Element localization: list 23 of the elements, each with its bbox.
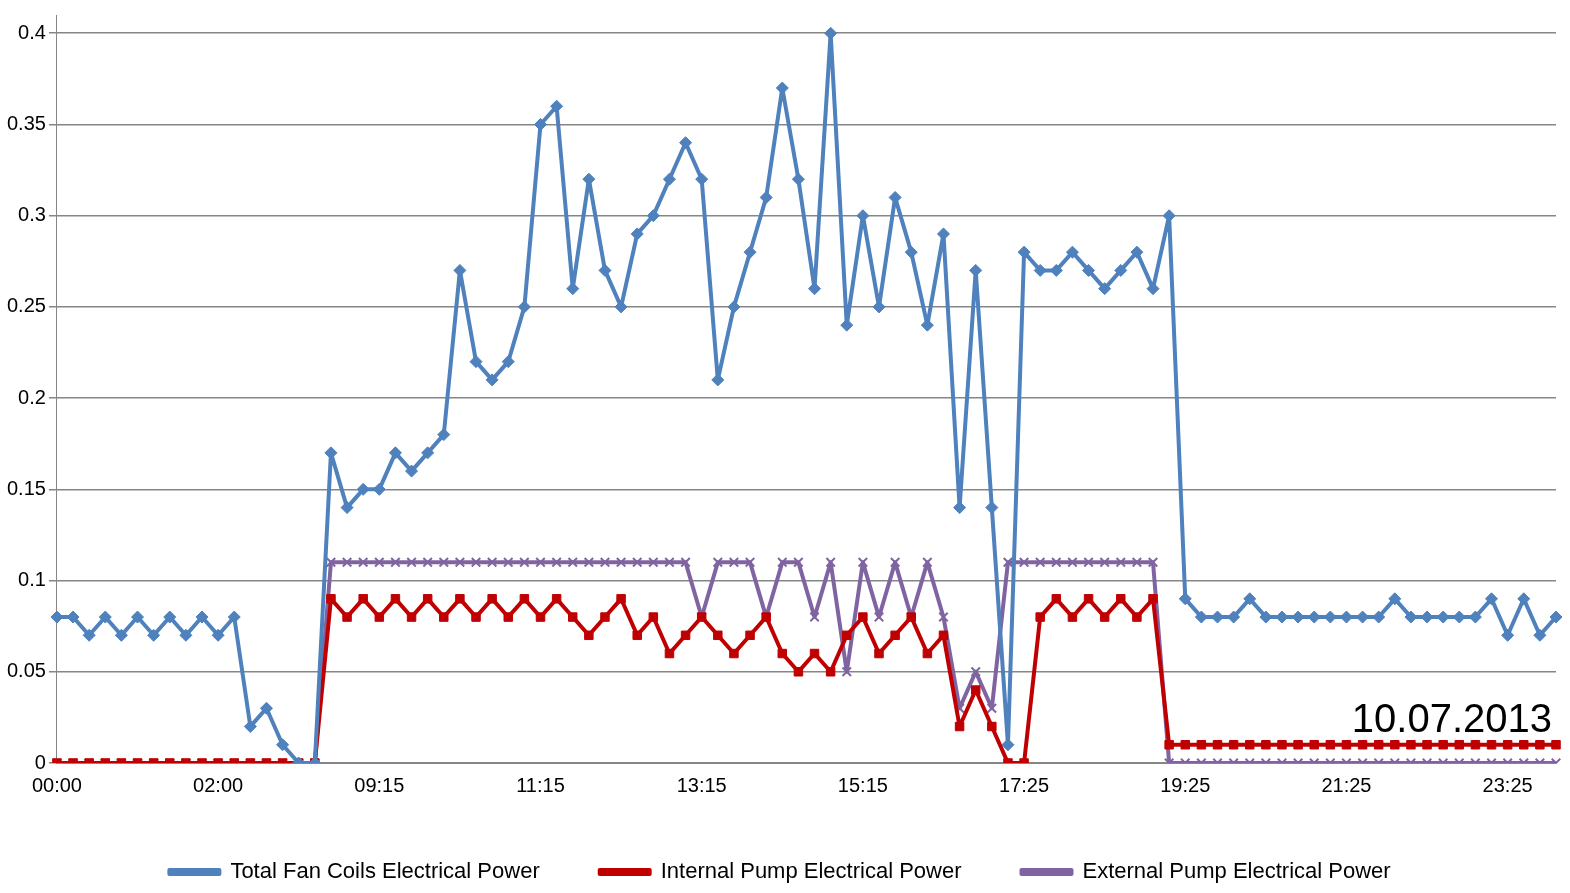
x-tick-label: 02:00	[193, 773, 244, 796]
legend-label: Total Fan Coils Electrical Power	[230, 858, 540, 884]
y-tick-label: 0.35	[6, 111, 46, 134]
x-tick-label: 15:15	[837, 773, 888, 796]
y-tick-label: 0.25	[6, 294, 46, 317]
y-tick-label: 0.05	[6, 659, 46, 682]
y-tick-label: 0.15	[6, 476, 46, 499]
x-tick-label: 00:00	[31, 773, 82, 796]
y-tick-label: 0.1	[18, 568, 46, 591]
y-tick-label: 0.3	[18, 203, 46, 226]
x-tick-label: 23:25	[1482, 773, 1533, 796]
y-tick-label: 0.4	[18, 20, 46, 43]
x-tick-label: 11:15	[516, 773, 565, 796]
legend-label: Internal Pump Electrical Power	[660, 858, 962, 884]
x-tick-label: 13:15	[676, 773, 727, 796]
y-tick-label: 0	[34, 750, 46, 773]
x-tick-label: 09:15	[354, 773, 405, 796]
x-tick-label: 19:25	[1160, 773, 1211, 796]
annotation: 10.07.2013	[1351, 696, 1552, 741]
legend-label: External Pump Electrical Power	[1082, 858, 1391, 884]
x-tick-label: 17:25	[999, 773, 1050, 796]
x-tick-label: 21:25	[1321, 773, 1372, 796]
y-tick-label: 0.2	[18, 385, 46, 408]
